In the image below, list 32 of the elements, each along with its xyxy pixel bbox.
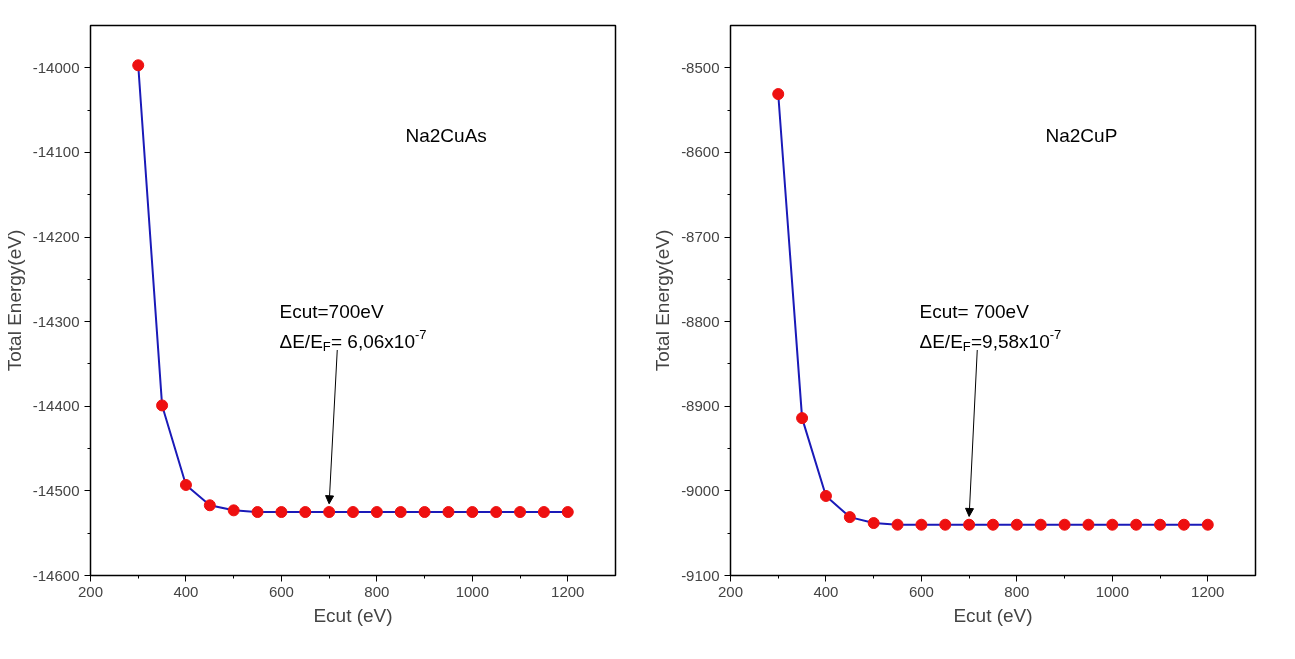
y-tick-label: -8900 — [681, 397, 720, 415]
x-axis-title: Ecut (eV) — [953, 604, 1033, 626]
annotation: Na2CuAs — [405, 125, 487, 146]
y-tick-label: -9100 — [681, 566, 720, 584]
x-tick-label: 200 — [717, 582, 744, 600]
y-tick-label: -9000 — [681, 481, 720, 499]
x-axis-title: Ecut (eV) — [313, 604, 393, 626]
x-tick-label: 400 — [173, 582, 199, 600]
annotation: Na2CuP — [1045, 125, 1118, 146]
y-tick-label: -8600 — [681, 143, 720, 161]
x-tick-label: 1000 — [455, 582, 490, 600]
x-tick-label: 600 — [268, 582, 294, 600]
y-tick-label: -14100 — [32, 143, 80, 161]
y-tick-label: -14200 — [32, 228, 80, 246]
x-tick-label: 1200 — [551, 582, 585, 600]
y-tick-label: -14500 — [32, 481, 80, 499]
x-tick-label: 800 — [364, 582, 390, 600]
x-tick-label: 400 — [813, 582, 839, 600]
x-tick-label: 800 — [1004, 582, 1030, 600]
x-tick-label: 200 — [77, 582, 104, 600]
x-tick-label: 1000 — [1095, 582, 1130, 600]
y-axis-title: Total Energy(eV) — [652, 229, 674, 372]
y-tick-label: -14600 — [32, 566, 80, 584]
y-tick-label: -8800 — [681, 312, 720, 330]
y-tick-label: -14000 — [32, 58, 80, 76]
y-tick-label: -14300 — [32, 312, 80, 330]
x-tick-label: 600 — [908, 582, 934, 600]
y-axis-title: Total Energy(eV) — [3, 229, 25, 372]
y-tick-label: -14400 — [32, 397, 80, 415]
y-tick-label: -8700 — [681, 228, 720, 246]
x-tick-label: 1200 — [1191, 582, 1225, 600]
y-tick-label: -8500 — [681, 58, 720, 76]
